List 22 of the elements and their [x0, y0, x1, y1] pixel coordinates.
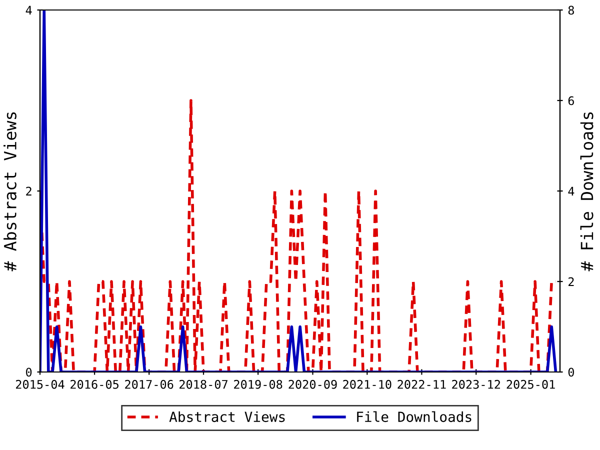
- y2-axis-title: # File Downloads: [580, 112, 594, 272]
- y-tick-label: 2: [26, 186, 32, 196]
- x-tick-label: 2022-11: [398, 380, 446, 389]
- y2-tick-label: 0: [568, 368, 574, 377]
- y2-tick-label: 4: [568, 186, 574, 196]
- x-tick-label: 2019-08: [234, 380, 282, 389]
- x-tick-label: 2016-05: [70, 380, 118, 389]
- y2-tick-label: 6: [568, 96, 574, 106]
- x-tick-label: 2025-01: [506, 380, 555, 389]
- x-tick-label: 2015-04: [16, 380, 64, 389]
- y2-tick-label: 2: [568, 277, 574, 286]
- x-tick-label: 2018-07: [180, 380, 228, 389]
- y-tick-label: 4: [26, 6, 32, 15]
- legend-label: File Downloads: [357, 411, 472, 422]
- y2-tick-label: 8: [568, 6, 574, 15]
- x-tick-label: 2021-10: [343, 380, 392, 389]
- x-tick-label: 2023-12: [452, 380, 500, 389]
- y-tick-label: 0: [26, 368, 32, 377]
- x-tick-label: 2017-06: [125, 380, 174, 389]
- y-axis-title: # Abstract Views: [4, 112, 16, 272]
- x-tick-label: 2020-09: [288, 380, 337, 389]
- legend-label: Abstract Views: [169, 411, 285, 422]
